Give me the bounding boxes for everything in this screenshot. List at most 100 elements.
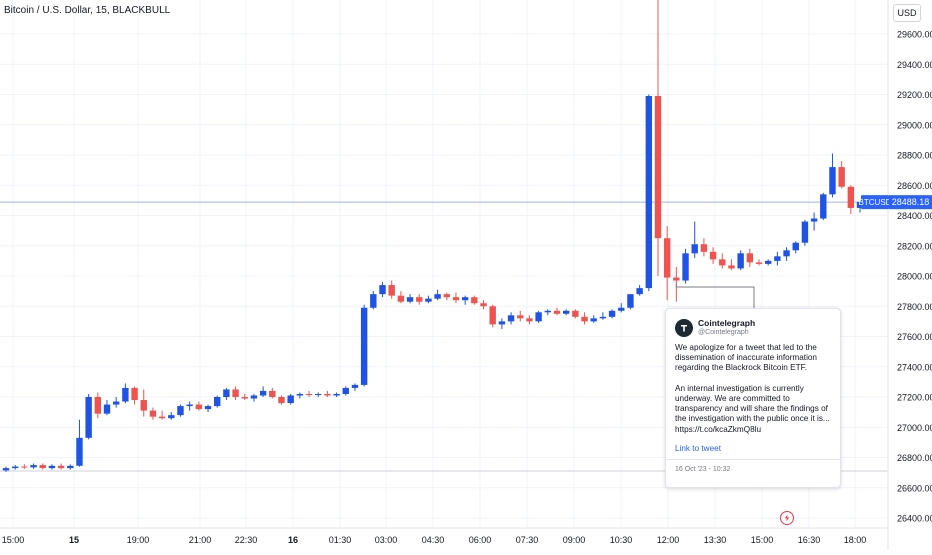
y-tick-label: 27400.00 (897, 362, 932, 372)
tweet-connector (675, 283, 755, 308)
candle-body (67, 465, 74, 469)
candle-body (452, 297, 460, 301)
candle-body (379, 285, 386, 295)
candle-body (783, 250, 790, 257)
candle-body (764, 260, 772, 264)
symbol-label: BTCUSD (859, 198, 892, 207)
lightning-icon (784, 514, 790, 522)
candle-body (140, 400, 147, 411)
candle-body (663, 238, 671, 278)
candle-body (416, 297, 423, 302)
tweet-card[interactable]: Cointelegraph @Cointelegraph We apologiz… (665, 308, 841, 488)
candle-body (360, 307, 368, 385)
y-tick-label: 28200.00 (897, 241, 932, 251)
y-tick-label: 29000.00 (897, 120, 932, 130)
last-price-tag (889, 195, 932, 210)
candle-body (103, 404, 111, 414)
candle-body (608, 310, 616, 317)
candle-body (223, 389, 230, 397)
x-tick-label: 06:00 (469, 535, 492, 545)
candle-body (186, 404, 193, 407)
candle-body (581, 316, 588, 322)
candle-body (85, 397, 92, 438)
x-tick-label: 07:30 (516, 535, 539, 545)
candle-body (682, 253, 689, 281)
candle-body (719, 259, 726, 266)
candle-body (517, 315, 524, 319)
candle-body (30, 465, 37, 468)
link-to-tweet[interactable]: Link to tweet (675, 443, 721, 453)
candle-body (305, 393, 313, 395)
candle-body (590, 318, 597, 322)
candle-body (847, 186, 855, 208)
candle-body (149, 410, 157, 417)
candle-body (572, 310, 579, 317)
candle-body (801, 221, 809, 243)
candle-body (792, 242, 799, 251)
y-tick-label: 28800.00 (897, 151, 932, 161)
x-tick-label: 19:00 (127, 535, 150, 545)
candle-body (2, 468, 10, 471)
candle-body (425, 298, 432, 302)
candle-body (195, 404, 203, 410)
candle-body (333, 393, 340, 396)
x-tick-label: 03:00 (375, 535, 398, 545)
tweet-author: Cointelegraph (698, 318, 756, 328)
currency-selector[interactable]: USD (893, 4, 921, 22)
candle-body (342, 387, 349, 394)
candle-body (315, 393, 322, 395)
news-bolt-icon[interactable] (780, 511, 794, 525)
candle-body (810, 218, 818, 222)
candle-body (94, 397, 102, 414)
candle-body (599, 316, 607, 319)
candle-body (461, 297, 469, 301)
candle-body (122, 387, 129, 402)
candle-body (709, 251, 717, 260)
candle-body (498, 321, 506, 325)
x-tick-label: 15 (69, 535, 79, 545)
candle-body (728, 265, 735, 269)
candle-body (351, 384, 359, 388)
candle-body (471, 297, 478, 304)
candle-body (112, 401, 120, 405)
tweet-handle: @Cointelegraph (698, 329, 749, 336)
candle-body (296, 393, 304, 396)
y-tick-label: 29600.00 (897, 30, 932, 40)
candle-body (480, 303, 487, 307)
cointelegraph-logo-icon (681, 324, 687, 331)
y-tick-label: 27800.00 (897, 302, 932, 312)
y-tick-label: 26400.00 (897, 514, 932, 524)
candle-body (204, 406, 212, 410)
candle-body (691, 244, 698, 254)
candle-body (397, 295, 405, 302)
candle-body (535, 312, 542, 322)
candle-body (168, 415, 175, 419)
x-tick-label: 04:30 (422, 535, 445, 545)
y-tick-label: 26800.00 (897, 453, 932, 463)
candle-body (829, 167, 836, 195)
candle-body (562, 310, 570, 314)
x-tick-label: 16 (288, 535, 298, 545)
symbol-tag (861, 195, 889, 210)
candle-body (278, 397, 285, 404)
candle-body (214, 397, 221, 407)
tweet-divider (666, 458, 840, 460)
x-tick-label: 16:30 (798, 535, 821, 545)
avatar-icon (675, 318, 693, 337)
candle-body (526, 318, 533, 322)
candle-body (48, 465, 56, 469)
x-tick-label: 15:00 (2, 535, 25, 545)
tweet-timestamp: 16 Oct '23 - 10:32 (675, 465, 731, 473)
y-tick-label: 26600.00 (897, 483, 932, 493)
candle-body (553, 310, 561, 314)
x-tick-label: 10:30 (610, 535, 633, 545)
candle-body (618, 307, 625, 311)
candle-body (443, 294, 450, 298)
candle-body (406, 297, 414, 302)
candle-body (259, 390, 267, 396)
candle-body (11, 466, 19, 469)
x-tick-label: 15:00 (751, 535, 774, 545)
y-tick-label: 27200.00 (897, 393, 932, 403)
